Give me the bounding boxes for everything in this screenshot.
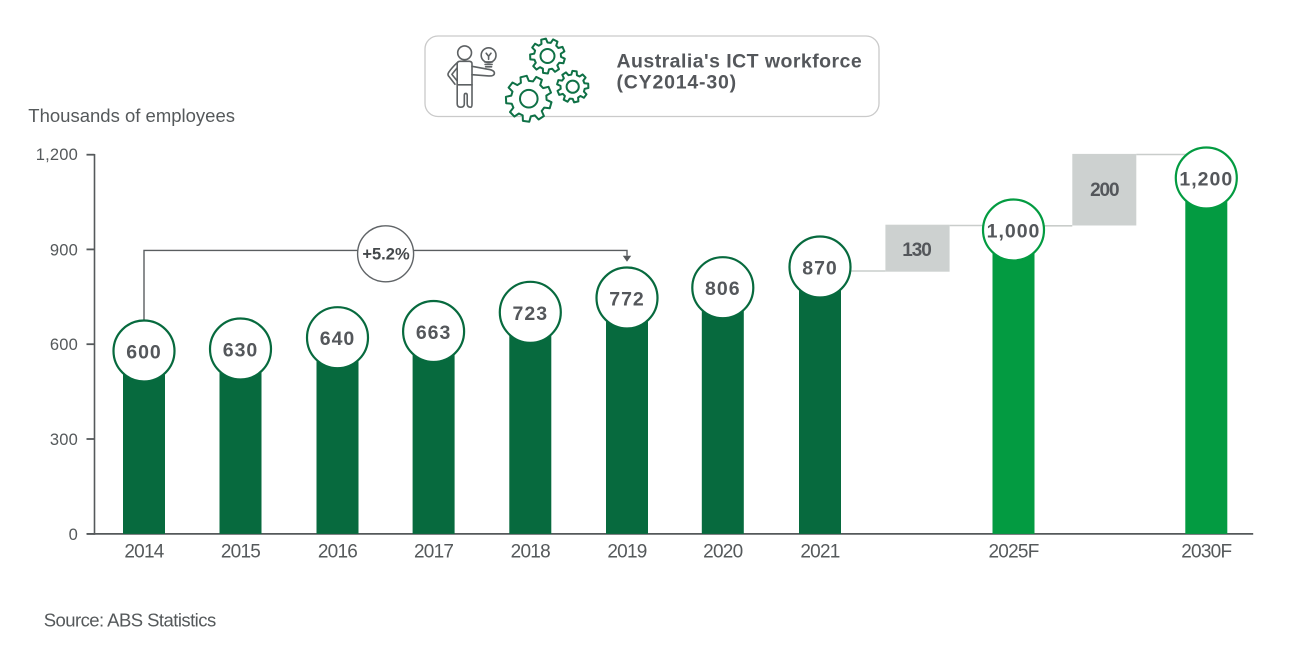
svg-text:0: 0 <box>69 526 78 544</box>
svg-text:663: 663 <box>416 322 452 344</box>
svg-text:1,000: 1,000 <box>987 221 1041 243</box>
svg-text:630: 630 <box>223 340 259 362</box>
svg-text:870: 870 <box>802 258 838 280</box>
svg-text:Thousands of employees: Thousands of employees <box>28 105 235 126</box>
svg-text:806: 806 <box>705 278 741 300</box>
svg-text:2017: 2017 <box>414 542 453 563</box>
svg-text:2014: 2014 <box>124 542 164 563</box>
svg-text:2020: 2020 <box>703 542 742 563</box>
svg-text:723: 723 <box>513 303 549 325</box>
svg-text:(CY2014-30): (CY2014-30) <box>617 72 737 94</box>
svg-text:300: 300 <box>50 431 78 449</box>
svg-text:+5.2%: +5.2% <box>362 246 410 264</box>
svg-text:2030F: 2030F <box>1181 542 1231 563</box>
svg-text:600: 600 <box>50 336 78 354</box>
svg-text:2025F: 2025F <box>988 542 1038 563</box>
svg-text:130: 130 <box>902 240 931 261</box>
svg-text:1,200: 1,200 <box>1179 169 1233 191</box>
svg-text:2015: 2015 <box>221 542 260 563</box>
svg-text:2016: 2016 <box>318 542 357 563</box>
svg-text:2018: 2018 <box>511 542 550 563</box>
svg-text:772: 772 <box>609 289 645 311</box>
svg-text:Source: ABS Statistics: Source: ABS Statistics <box>44 610 216 631</box>
svg-text:2021: 2021 <box>800 542 839 563</box>
svg-text:1,200: 1,200 <box>36 146 78 164</box>
svg-text:600: 600 <box>126 342 162 364</box>
svg-text:900: 900 <box>50 241 78 259</box>
svg-text:Australia's ICT workforce: Australia's ICT workforce <box>617 51 863 73</box>
svg-text:200: 200 <box>1090 180 1119 201</box>
svg-text:2019: 2019 <box>607 542 646 563</box>
svg-text:640: 640 <box>320 328 356 350</box>
